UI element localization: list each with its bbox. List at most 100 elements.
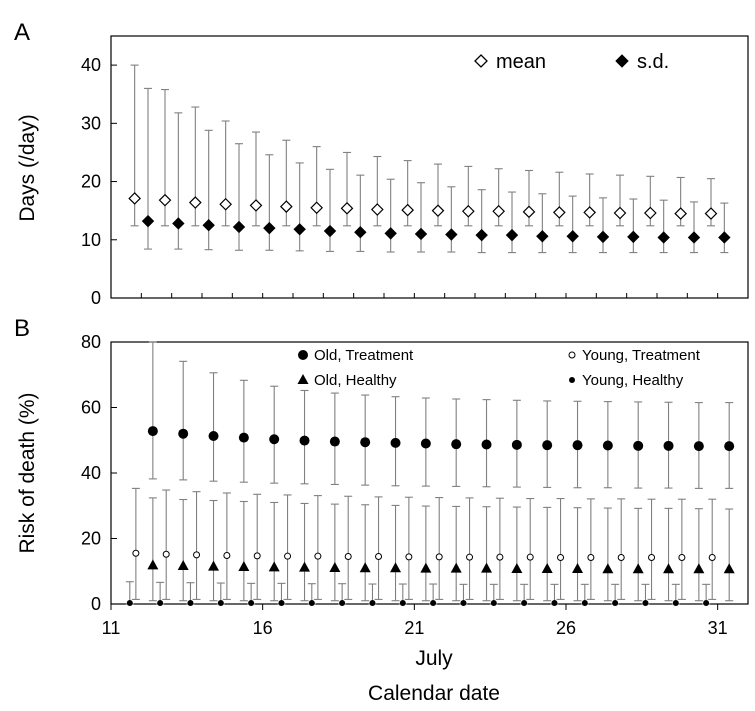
panel-b-point-young-healthy [672, 600, 679, 607]
panel-b-ytick-label: 40 [81, 463, 101, 483]
panel-b-point-old-healthy [177, 560, 189, 571]
panel-a-point-mean [401, 203, 415, 217]
panel-b-point-old-treatment [663, 440, 674, 451]
panel-b-point-old-healthy [481, 562, 493, 573]
panel-a-point-sd [445, 228, 458, 241]
panel-a-errorbar [204, 129, 213, 251]
panel-a-errorbar [720, 202, 729, 254]
panel-a-ytick-label: 20 [81, 172, 101, 192]
panel-b-errorbar [162, 489, 171, 600]
panel-b-xtick-label: 21 [404, 618, 424, 638]
panel-b-point-old-healthy [238, 560, 250, 571]
legend-b-young-treatment-marker [568, 351, 576, 359]
panel-a-point-sd [627, 230, 640, 244]
panel-b-point-old-healthy [208, 560, 220, 571]
panel-a-point-sd [263, 221, 276, 235]
panel-b-point-young-treatment [526, 553, 534, 561]
panel-b-errorbar [300, 502, 309, 602]
panel-b-point-young-treatment [557, 553, 565, 561]
panel-b-errorbar [283, 494, 292, 600]
panel-a-point-mean [704, 207, 718, 220]
panel-a-point-sd [596, 230, 610, 244]
panel-b-errorbar [148, 341, 157, 480]
panel-b-point-young-treatment [678, 553, 686, 561]
panel-b-point-young-treatment [466, 553, 474, 561]
panel-b-point-old-treatment [178, 428, 189, 439]
panel-a-point-mean [249, 199, 263, 212]
panel-a-legend: mean s.d. [474, 51, 669, 73]
panel-b-point-old-healthy [450, 562, 462, 573]
panel-b-errorbar [482, 506, 491, 602]
panel-b-point-young-treatment [708, 553, 716, 561]
panel-a-errorbar [538, 193, 547, 254]
legend-b-old-healthy-marker [297, 374, 309, 384]
panel-b-point-young-treatment [435, 553, 443, 561]
panel-a-ytick-label: 30 [81, 113, 101, 133]
panel-b-errorbar [209, 499, 218, 602]
panel-a-point-mean [583, 206, 597, 219]
panel-b-point-old-healthy [723, 563, 735, 574]
panel-b-xsublabel: July [415, 647, 453, 670]
panel-a-point-sd [718, 231, 731, 244]
panel-label-a: A [14, 19, 30, 46]
panel-b-errorbar [253, 493, 262, 600]
panel-b-point-young-healthy [551, 600, 558, 607]
legend-a-mean-marker [474, 54, 488, 68]
panel-b-errorbar [179, 360, 188, 481]
panel-a-point-sd [202, 219, 215, 232]
panel-a-errorbar [659, 199, 668, 254]
panel-b-point-young-treatment [132, 549, 140, 557]
legend-a-sd-label: s.d. [637, 51, 669, 73]
panel-a-errorbar [599, 197, 608, 254]
panel-a-point-mean [219, 197, 233, 211]
panel-a-point-mean [188, 196, 202, 209]
panel-a-point-sd [566, 230, 579, 243]
panel-a-errorbar [235, 143, 244, 251]
panel-b-point-old-treatment [390, 437, 401, 448]
panel-a-point-mean [522, 205, 536, 219]
panel-a-frame [110, 35, 749, 299]
panel-b-xtick-label: 26 [556, 618, 576, 638]
panel-b-errorbar [404, 496, 413, 600]
panel-b-point-young-healthy [399, 600, 406, 607]
panel-b-point-old-treatment [511, 439, 522, 450]
panel-b-errorbar [421, 505, 430, 602]
panel-a-plot: 0 10 20 30 40 [81, 35, 749, 308]
panel-b-point-old-treatment [481, 439, 492, 450]
legend-a-sd-marker [615, 54, 629, 68]
panel-b-point-old-healthy [268, 561, 280, 572]
panel-b-point-old-treatment [269, 434, 280, 445]
panel-b-errorbar [313, 495, 322, 600]
legend-b-young-treatment-label: Young, Treatment [582, 347, 701, 364]
panel-a-point-mean [643, 206, 657, 220]
panel-a-errorbar [477, 189, 486, 254]
panel-b-xtick-label: 16 [253, 618, 273, 638]
panel-b-point-young-treatment [405, 553, 413, 561]
panel-a-point-mean [613, 206, 627, 220]
panel-b-errorbar [725, 508, 734, 602]
legend-b-old-treatment-marker [298, 350, 308, 360]
panel-a-point-mean [552, 206, 566, 219]
panel-b-ytick-label: 60 [81, 398, 101, 418]
panel-a-errorbar [265, 154, 274, 251]
panel-b-point-old-treatment [572, 440, 583, 451]
panel-b-errorbar [131, 487, 140, 600]
panel-a-errorbar [690, 201, 699, 254]
panel-b-errorbar [543, 506, 552, 602]
panel-a-point-sd [536, 230, 549, 243]
panel-b-point-old-treatment [724, 441, 735, 452]
legend-b-young-healthy-marker [569, 377, 575, 383]
panel-b-point-young-treatment [314, 552, 322, 560]
panel-b-point-old-healthy [572, 562, 584, 573]
panel-a-point-sd [323, 224, 337, 238]
panel-b-point-young-treatment [496, 553, 504, 561]
panel-b-plot: 0 20 40 60 80 11 16 21 26 31 [81, 332, 749, 638]
panel-a-errorbar [447, 186, 456, 253]
panel-b-errorbar [634, 507, 643, 602]
panel-b-errorbar [148, 497, 157, 602]
panel-b-xtick-label: 11 [102, 618, 121, 638]
panel-a-point-sd [354, 226, 367, 239]
panel-a-point-sd [657, 231, 670, 244]
panel-a-errorbar [629, 198, 638, 254]
